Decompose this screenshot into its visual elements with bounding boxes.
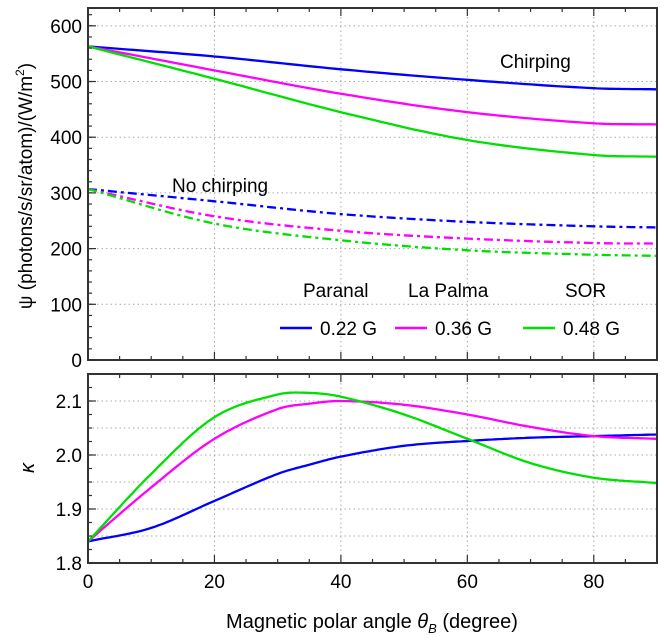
series-line-0.48G-chirping [87, 45, 658, 158]
y-tick-label: 300 [50, 184, 82, 205]
top-panel: 0 100 200 300 400 500 600 [50, 7, 658, 372]
y-tick-label: 400 [50, 128, 82, 149]
annotation-chirping: Chirping [500, 52, 571, 73]
series-line-0.36G-chirping [87, 45, 658, 126]
y-axis-label-bottom: κ [17, 462, 39, 473]
y-tick-label: 2.1 [56, 392, 82, 413]
y-tick-label: 0 [71, 351, 82, 372]
series-line-0.36G [87, 399, 658, 543]
legend-label-0.22: 0.22 G [320, 319, 377, 340]
legend-label-0.36: 0.36 G [435, 319, 492, 340]
y-tick-label: 1.9 [56, 500, 82, 521]
x-tick-label: 0 [83, 572, 94, 593]
y-tick-label: 2.0 [56, 446, 82, 467]
series-line-0.22G-no-chirping [87, 187, 658, 229]
x-axis-label: Magnetic polar angle θB (degree) [226, 611, 518, 636]
x-tick-label: 40 [330, 572, 351, 593]
series-line-0.48G [87, 391, 658, 543]
x-tick-label: 80 [583, 572, 604, 593]
y-tick-label: 500 [50, 73, 82, 94]
x-tick-label: 60 [457, 572, 478, 593]
x-tick-label: 20 [204, 572, 225, 593]
series-line-0.22G-chirping [87, 45, 658, 91]
annotation-no-chirping: No chirping [172, 176, 268, 197]
legend-site-sor: SOR [565, 281, 606, 302]
series-line-0.36G-no-chirping [87, 187, 658, 245]
y-tick-label: 1.8 [56, 554, 82, 575]
bottom-panel: 0 20 40 60 80 1.8 1.9 2.0 2.1 [56, 373, 658, 593]
y-tick-label: 100 [50, 295, 82, 316]
series-line-0.22G [87, 433, 658, 543]
y-tick-label: 600 [50, 17, 82, 38]
legend-site-la-palma: La Palma [408, 281, 489, 302]
y-axis-label-top: ψ (photons/s/sr/atom)/(W/m2) [13, 63, 37, 309]
legend-site-paranal: Paranal [303, 281, 369, 302]
legend: Paranal La Palma SOR 0.22 G 0.36 G 0.48 … [280, 281, 620, 340]
y-tick-label: 200 [50, 240, 82, 261]
series-line-0.48G-no-chirping [87, 187, 658, 257]
legend-label-0.48: 0.48 G [563, 319, 620, 340]
